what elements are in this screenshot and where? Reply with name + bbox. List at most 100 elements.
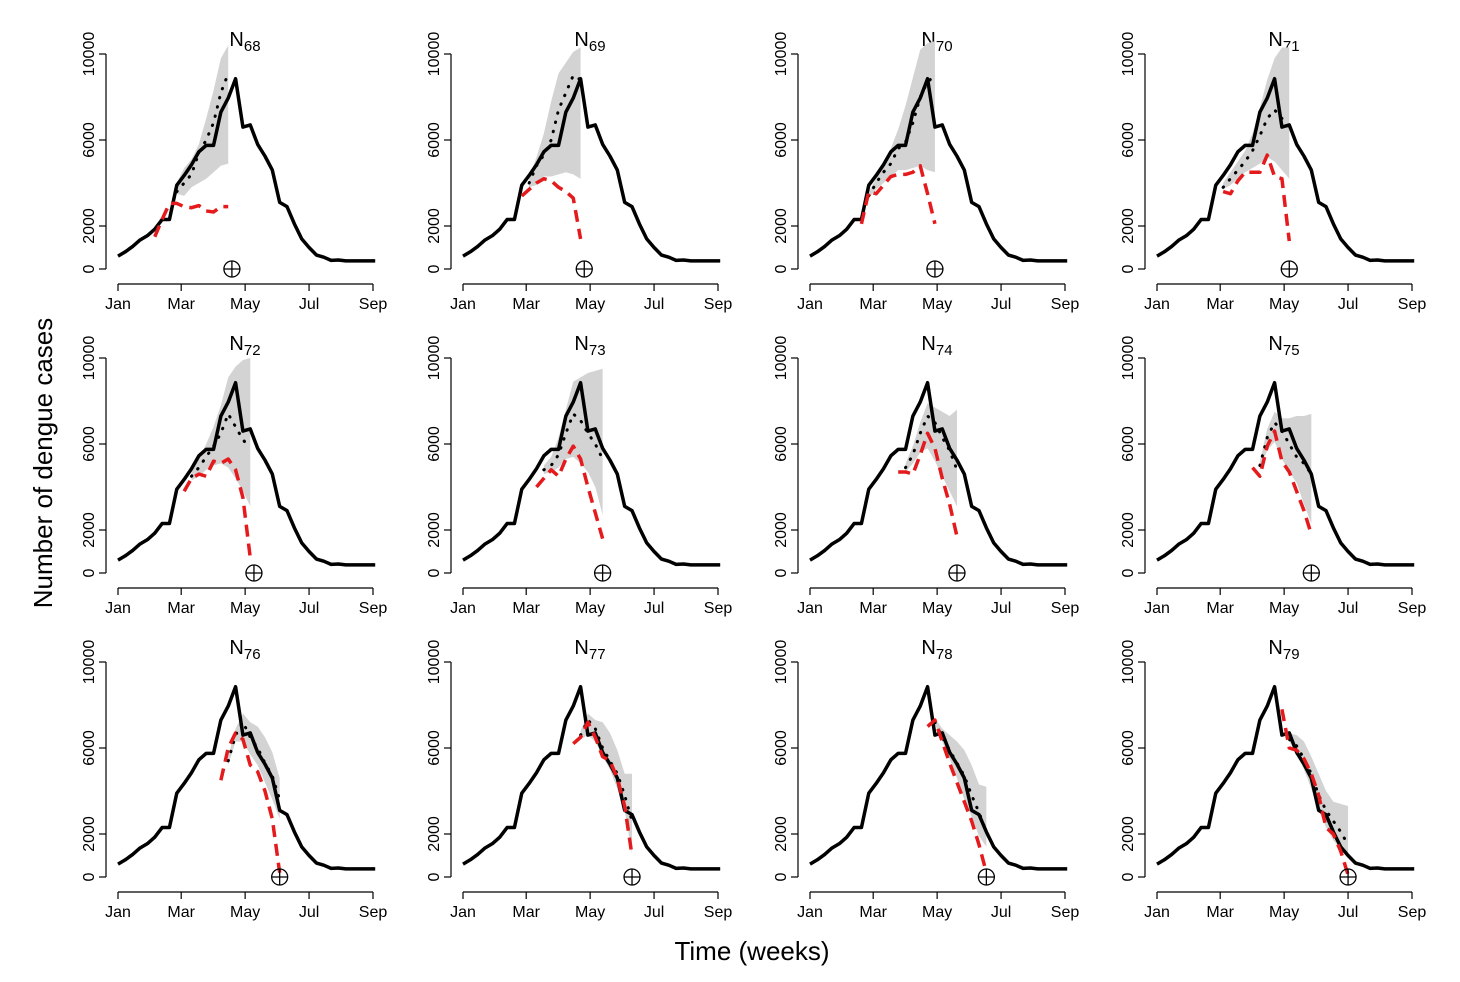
observed-series-line (809, 380, 1068, 567)
y-tick-label: 10000 (81, 336, 98, 381)
panel-title-subscript: 77 (589, 646, 606, 663)
x-tick-label: Jan (797, 904, 823, 921)
median-forecast-line (527, 73, 583, 185)
y-tick-label: 10000 (1120, 640, 1137, 685)
x-tick-label: Jan (450, 600, 476, 617)
y-tick-label: 0 (426, 872, 443, 881)
y-tick-label: 0 (81, 872, 98, 881)
y-tick-label: 0 (426, 568, 443, 577)
x-tick-label: Jul (991, 600, 1011, 617)
y-tick-label: 6000 (426, 426, 443, 462)
y-tick-label: 0 (773, 872, 790, 881)
x-tick-label: Sep (704, 296, 733, 313)
x-tick-label: Mar (859, 904, 887, 921)
target-week-marker (223, 260, 241, 278)
panel-title-subscript: 68 (244, 38, 261, 55)
target-week-marker (623, 868, 641, 886)
x-tick-label: Mar (167, 296, 195, 313)
y-tick-label: 0 (1120, 568, 1137, 577)
y-tick-label: 10000 (773, 32, 790, 77)
target-week-marker (1302, 564, 1320, 582)
target-week-marker (271, 868, 289, 886)
y-tick-label: 10000 (426, 336, 443, 381)
y-tick-label: 0 (1120, 872, 1137, 881)
panel-title-subscript: 69 (589, 38, 606, 55)
y-tick-label: 10000 (773, 640, 790, 685)
y-tick-label: 6000 (1120, 426, 1137, 462)
y-tick-label: 2000 (81, 816, 98, 852)
observed-series-line (462, 380, 721, 567)
y-tick-label: 6000 (426, 730, 443, 766)
x-tick-label: Jul (299, 904, 319, 921)
panel-title-subscript: 73 (589, 342, 606, 359)
x-axis-title: Time (weeks) (674, 936, 829, 966)
x-tick-label: Mar (1206, 904, 1234, 921)
x-tick-label: Jan (450, 904, 476, 921)
forecast-series-line (1222, 153, 1292, 242)
x-tick-label: May (922, 296, 952, 313)
x-tick-label: Jul (644, 600, 664, 617)
x-tick-label: Jan (797, 296, 823, 313)
x-tick-label: Mar (512, 600, 540, 617)
panel-title-subscript: 76 (244, 646, 261, 663)
x-tick-label: May (922, 600, 952, 617)
y-tick-label: 6000 (773, 730, 790, 766)
observed-series-line (809, 76, 1068, 263)
panel-title-main: N (229, 29, 243, 51)
x-tick-label: Jul (991, 904, 1011, 921)
target-week-marker (1339, 868, 1357, 886)
median-forecast-line (175, 71, 230, 194)
x-tick-label: Mar (1206, 600, 1234, 617)
y-tick-label: 2000 (773, 512, 790, 548)
x-tick-label: Mar (1206, 296, 1234, 313)
panel-title: N79 (1268, 637, 1299, 663)
panel-title: N76 (229, 637, 260, 663)
uncertainty-band (191, 358, 251, 507)
panel-title-main: N (229, 333, 243, 355)
x-tick-label: Mar (512, 904, 540, 921)
forecast-series-line (859, 164, 937, 225)
y-tick-label: 6000 (773, 426, 790, 462)
y-tick-label: 2000 (426, 816, 443, 852)
y-tick-label: 6000 (773, 122, 790, 158)
y-tick-label: 2000 (426, 512, 443, 548)
observed-series-line (117, 684, 376, 871)
y-tick-label: 2000 (1120, 512, 1137, 548)
y-tick-label: 10000 (1120, 336, 1137, 381)
panel-title: N69 (574, 29, 605, 55)
panel-title: N74 (921, 333, 952, 359)
y-tick-label: 0 (773, 568, 790, 577)
x-tick-label: Jul (1338, 904, 1358, 921)
observed-series-line (1156, 380, 1415, 567)
y-tick-label: 2000 (1120, 816, 1137, 852)
panel-title-subscript: 79 (1283, 646, 1300, 663)
panel-N69: N69 0 2000 6000 10000 Jan Mar May Jul Sep (426, 29, 732, 313)
x-tick-label: Mar (167, 904, 195, 921)
panel-title-subscript: 72 (244, 342, 261, 359)
forecast-series-line (898, 431, 959, 537)
forecast-series-line (926, 718, 989, 874)
panel-title: N73 (574, 333, 605, 359)
panel-title: N68 (229, 29, 260, 55)
y-tick-label: 6000 (81, 122, 98, 158)
y-tick-label: 10000 (426, 640, 443, 685)
forecast-series-line (1280, 708, 1350, 876)
panel-title-main: N (574, 333, 588, 355)
panel-N76: N76 0 2000 6000 10000 Jan Mar May Jul Sep (81, 637, 387, 921)
panel-N73: N73 0 2000 6000 10000 Jan Mar May Jul Sep (426, 333, 732, 617)
x-tick-label: Jan (105, 904, 131, 921)
x-tick-label: Mar (859, 600, 887, 617)
x-tick-label: Jan (1144, 600, 1170, 617)
panel-title-subscript: 70 (936, 38, 953, 55)
y-axis-title: Number of dengue cases (28, 318, 58, 609)
y-tick-label: 6000 (81, 426, 98, 462)
x-tick-label: Jul (991, 296, 1011, 313)
target-week-marker (977, 868, 996, 886)
panel-title-main: N (921, 333, 935, 355)
target-week-marker (245, 564, 263, 582)
x-tick-label: Sep (704, 600, 733, 617)
x-tick-label: Jul (1338, 296, 1358, 313)
x-tick-label: May (1269, 600, 1299, 617)
